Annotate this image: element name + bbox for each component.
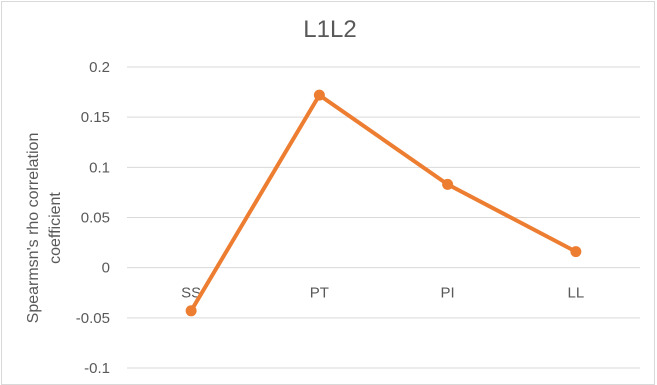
gridlines [127,66,640,369]
y-tick-label: 0 [102,260,110,277]
data-point [442,178,454,190]
y-tick-labels: 0.2 0.15 0.1 0.05 0 -0.05 -0.1 [76,59,110,377]
data-point [185,305,197,317]
y-axis-label: Spearmsn's rho correlation coefficient [25,133,64,324]
x-tick-label: PT [310,285,329,302]
data-point [313,89,325,101]
y-tick-label: 0.1 [89,159,110,176]
y-tick-label: 0.15 [81,109,110,126]
y-tick-label: -0.1 [84,360,110,377]
data-series [185,89,582,317]
y-axis-label-line-2: coefficient [47,192,64,264]
x-tick-label: SS [181,285,201,302]
x-tick-label: PI [441,285,455,302]
series-line [189,93,578,313]
x-tick-label: LL [568,285,585,302]
data-point [570,246,582,258]
chart-title: L1L2 [303,16,356,43]
y-tick-label: 0.2 [89,59,110,76]
y-tick-label: 0.05 [81,210,110,227]
y-tick-label: -0.05 [76,310,110,327]
x-tick-labels: SS PT PI LL [181,285,584,302]
y-axis-label-line-1: Spearmsn's rho correlation [25,133,42,324]
